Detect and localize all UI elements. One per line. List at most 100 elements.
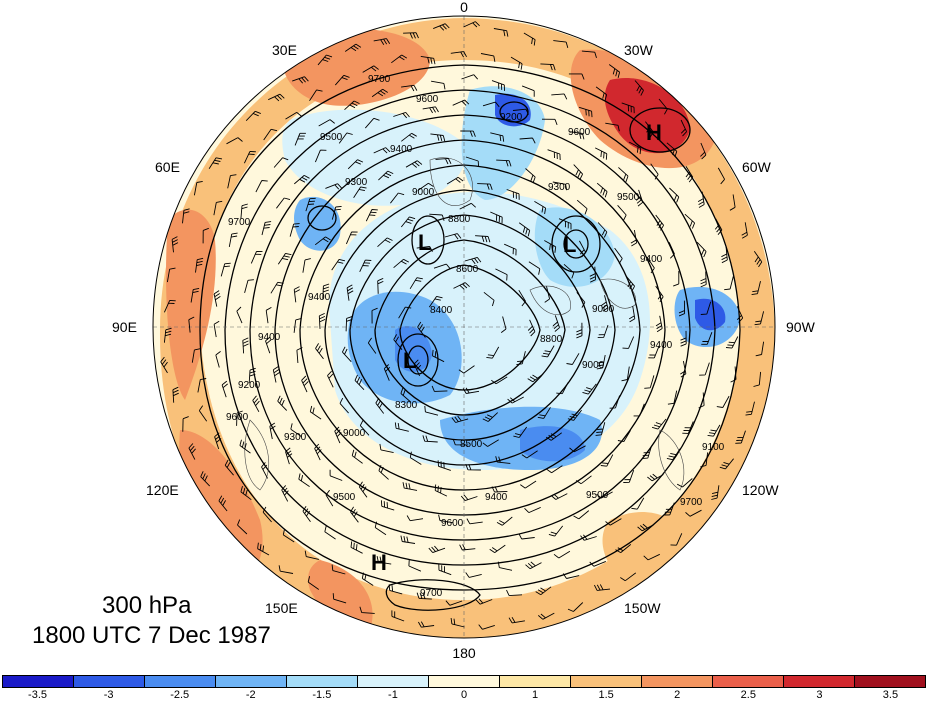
- wind-barb: [302, 258, 311, 273]
- wind-barb: [621, 102, 635, 114]
- wind-barb: [213, 320, 220, 338]
- wind-barb: [608, 64, 621, 79]
- wind-barb: [535, 586, 552, 596]
- wind-barb: [431, 385, 448, 392]
- wind-barb: [314, 236, 331, 246]
- wind-barb: [239, 439, 251, 454]
- wind-barb: [309, 405, 322, 420]
- contour-label: 9700: [368, 74, 391, 85]
- colorbar-tick-label: 1.5: [598, 689, 614, 701]
- wind-barb: [621, 366, 630, 382]
- wind-barb: [305, 197, 316, 212]
- contour-label: 8600: [456, 264, 479, 275]
- wind-barb: [429, 213, 445, 221]
- wind-barb: [403, 32, 419, 39]
- wind-barb: [495, 456, 511, 464]
- wind-barb: [240, 203, 248, 219]
- wind-barb: [615, 544, 632, 553]
- wind-barb: [678, 300, 686, 317]
- wind-barb: [314, 149, 327, 163]
- wind-barb: [190, 287, 200, 303]
- wind-barb: [293, 286, 301, 303]
- wind-barb: [318, 119, 335, 127]
- longitude-label-150w: 150W: [624, 600, 661, 616]
- wind-barb: [551, 493, 568, 500]
- colorbar-tick-labels: -3.5 -3 -2.5 -2 -1.5 -1 0 1 1.5 2 2.5 3 3.5: [2, 689, 926, 702]
- wind-barb: [459, 202, 477, 210]
- wind-barb: [188, 316, 195, 333]
- wind-barb: [341, 346, 352, 363]
- wind-barb: [541, 118, 558, 126]
- colorbar-segment: [74, 676, 145, 687]
- wind-barb: [171, 236, 179, 253]
- wind-barb: [589, 560, 606, 567]
- wind-barb: [309, 89, 323, 101]
- wind-barb: [569, 131, 585, 140]
- wind-barb: [282, 529, 295, 543]
- wind-barb: [408, 560, 422, 572]
- wind-barb: [359, 420, 370, 436]
- wind-barb: [198, 405, 208, 422]
- wind-barb: [236, 306, 243, 324]
- wind-barb: [518, 533, 535, 540]
- wind-barb: [682, 421, 694, 434]
- wind-barb: [486, 346, 500, 359]
- wind-barb: [478, 624, 495, 630]
- wind-barb: [507, 396, 524, 404]
- contour-label: 8800: [448, 214, 471, 225]
- wind-barb: [406, 515, 424, 522]
- high-center-marker: H: [646, 120, 662, 145]
- colorbar-segment: [145, 676, 216, 687]
- colorbar-tick-label: -3.5: [28, 689, 48, 701]
- wind-barb: [513, 426, 528, 438]
- wind-barb: [444, 233, 462, 240]
- wind-barb: [482, 439, 499, 447]
- wind-barb: [461, 74, 479, 80]
- wind-barb: [700, 271, 707, 288]
- wind-barb: [582, 383, 597, 395]
- wind-barb: [643, 553, 660, 561]
- wind-barb: [413, 359, 422, 377]
- wind-barb: [416, 592, 432, 600]
- wind-barb: [432, 349, 445, 363]
- contour-label: 9000: [582, 360, 605, 371]
- wind-barb: [547, 149, 561, 161]
- wind-barb: [459, 544, 476, 551]
- wind-barb: [551, 93, 568, 100]
- wind-barb: [641, 445, 653, 460]
- contour-label: 9600: [416, 94, 439, 105]
- contour-label: 9600: [568, 127, 591, 138]
- wind-barb: [298, 473, 310, 487]
- longitude-label-30e: 30E: [272, 42, 297, 58]
- wind-barb: [735, 430, 746, 444]
- wind-barb: [578, 106, 593, 118]
- wind-barb: [277, 252, 292, 265]
- wind-barb: [318, 312, 326, 329]
- wind-barb: [345, 231, 358, 245]
- wind-barb: [755, 341, 765, 357]
- wind-barb: [525, 168, 536, 183]
- wind-barb: [685, 509, 702, 517]
- wind-barb: [680, 119, 688, 137]
- wind-barb: [490, 132, 505, 142]
- wind-barb: [405, 160, 423, 168]
- pressure-centers: H H L L L: [371, 120, 662, 575]
- wind-barb: [428, 295, 443, 308]
- wind-barb: [450, 617, 465, 628]
- wind-barb: [379, 443, 394, 454]
- wind-barb: [527, 373, 544, 383]
- colorbar-tick-label: 3.5: [882, 689, 899, 701]
- wind-barb: [334, 74, 350, 86]
- wind-barb: [594, 147, 608, 160]
- low-center-marker: L: [563, 232, 576, 257]
- wind-barb: [614, 247, 623, 264]
- wind-barb: [213, 290, 221, 307]
- wind-barb: [293, 317, 302, 333]
- wind-barb: [377, 237, 393, 248]
- graticule: [153, 16, 775, 638]
- wind-barb: [365, 209, 378, 222]
- wind-barb: [262, 506, 272, 523]
- wind-barb: [729, 194, 736, 211]
- wind-barb: [580, 534, 597, 541]
- wind-barb: [491, 80, 505, 91]
